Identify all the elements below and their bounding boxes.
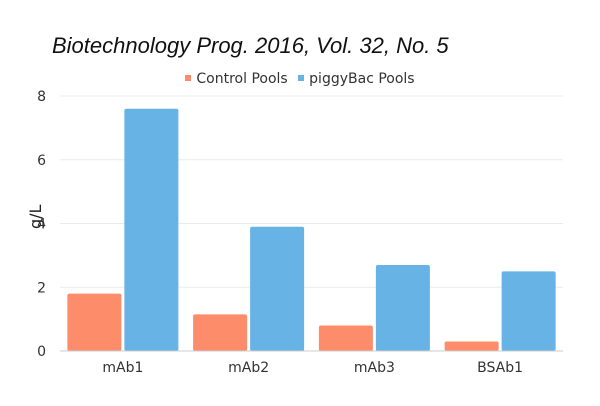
y-tick-label-4: 4	[37, 217, 46, 233]
axes: 0 2 4 6 8 mAb1 mAb2 mAb3 BSAb1	[37, 89, 563, 376]
chart-title: Biotechnology Prog. 2016, Vol. 32, No. 5	[52, 33, 449, 58]
legend-label-piggybac: piggyBac Pools	[309, 71, 415, 87]
bar-piggybac-mab3	[375, 264, 430, 351]
y-tick-label-6: 6	[37, 153, 46, 169]
legend-item-piggybac: piggyBac Pools	[298, 71, 415, 87]
bar-control-mab2	[193, 314, 248, 351]
legend-label-control: Control Pools	[196, 71, 288, 87]
y-tick-label-8: 8	[37, 89, 46, 105]
bar-piggybac-mab2	[250, 226, 305, 351]
bar-control-bsab1	[444, 341, 499, 351]
x-tick-label-mab1: mAb1	[102, 360, 143, 376]
x-tick-label-bsab1: BSAb1	[477, 360, 523, 376]
bar-control-mab1	[67, 293, 122, 351]
y-tick-label-2: 2	[37, 280, 46, 296]
bar-control-mab3	[318, 325, 373, 351]
legend-item-control: Control Pools	[185, 71, 288, 87]
x-tick-label-mab2: mAb2	[228, 360, 269, 376]
y-tick-label-0: 0	[37, 344, 46, 360]
bars	[67, 108, 556, 351]
bar-piggybac-mab1	[124, 108, 179, 351]
legend: Control Pools piggyBac Pools	[0, 71, 600, 87]
legend-swatch-piggybac	[298, 75, 305, 81]
legend-swatch-control	[185, 75, 192, 81]
bar-piggybac-bsab1	[501, 271, 556, 351]
x-tick-label-mab3: mAb3	[354, 360, 395, 376]
